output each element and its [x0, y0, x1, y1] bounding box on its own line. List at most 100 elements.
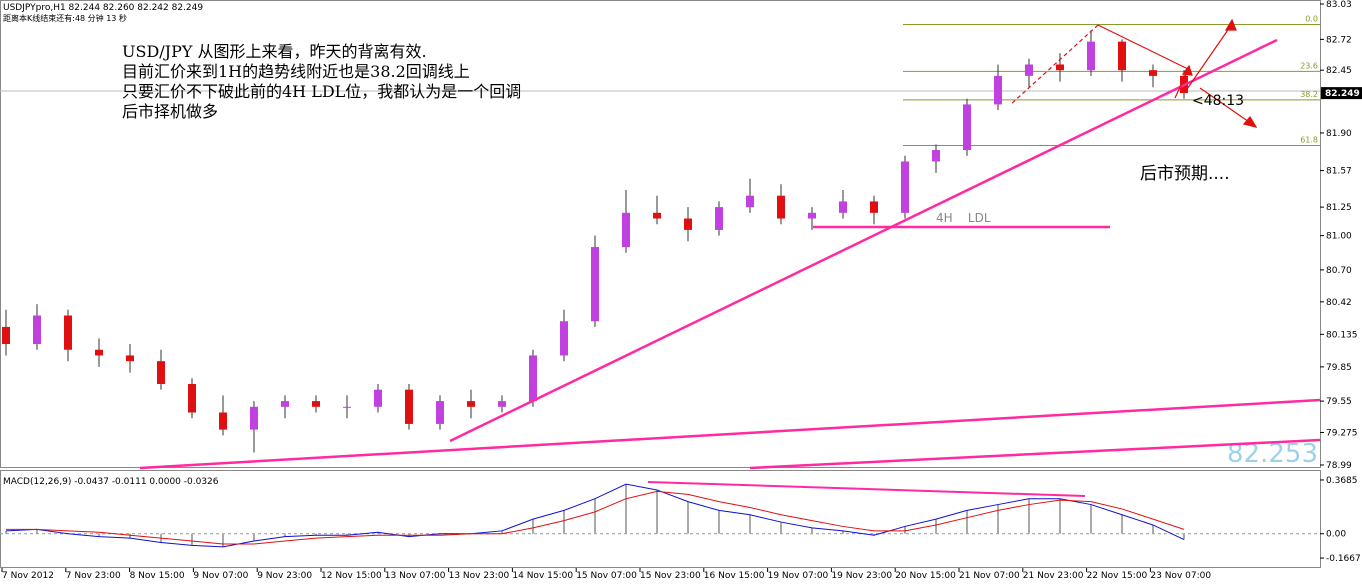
x-tick-label: 13 Nov 23:00 [449, 571, 510, 581]
candle-body [405, 389, 413, 424]
annotation: 后市择机做多 [122, 102, 218, 121]
x-tick-label: 7 Nov 23:00 [66, 571, 121, 581]
candle-body [1149, 70, 1157, 76]
x-tick-label: 21 Nov 23:00 [1023, 571, 1084, 581]
current-price-box [1321, 87, 1362, 100]
chart-title: USDJPYpro,H1 82.244 82.260 82.242 82.249 [3, 3, 203, 13]
x-tick-label: 8 Nov 15:00 [130, 571, 185, 581]
y-tick-label: 81.00 [1326, 232, 1352, 242]
arrow-head [1242, 115, 1258, 128]
candle-body [2, 326, 10, 345]
candle-body [529, 355, 537, 402]
outlook: 后市预期.... [1140, 164, 1230, 184]
main-panel [0, 0, 1321, 468]
trend-line [139, 398, 1321, 470]
candle-body [467, 401, 475, 407]
y-tick-label: 79.55 [1326, 397, 1352, 407]
candle-body [498, 401, 506, 407]
x-tick-label: 19 Nov 23:00 [831, 571, 892, 581]
candle-body [715, 207, 723, 230]
fib-label: 23.6 [1300, 61, 1318, 70]
annotation: USD/JPY 从图形上来看，昨天的背离有效. [122, 42, 427, 61]
candle-body [126, 355, 134, 362]
x-tick-label: 7 Nov 2012 [2, 571, 54, 581]
countdown: 距离本K线结束还有:48 分钟 13 秒 [3, 13, 127, 23]
trend-lines [139, 38, 1321, 497]
fib-label: 0.0 [1305, 15, 1318, 24]
y-tick-label: 82.72 [1326, 35, 1352, 45]
x-tick-label: 22 Nov 15:00 [1087, 571, 1148, 581]
macd-title: MACD(12,26,9) -0.0437 -0.0111 0.0000 -0.… [3, 477, 219, 487]
x-tick-label: 14 Nov 15:00 [512, 571, 573, 581]
candle-body [777, 195, 785, 219]
x-tick-label: 9 Nov 07:00 [193, 571, 248, 581]
candle-body [281, 401, 289, 407]
candle-body [622, 212, 630, 248]
y-tick-label: 0.00 [1326, 530, 1346, 540]
channel-line [1097, 24, 1191, 71]
candle-body [591, 247, 599, 322]
candle-body [901, 161, 909, 213]
candle-body [870, 201, 878, 213]
candle-body [64, 315, 72, 350]
y-tick-label: 81.25 [1326, 203, 1352, 213]
candle-body [560, 321, 568, 356]
candle-body [343, 406, 351, 408]
x-tick-label: 9 Nov 23:00 [257, 571, 312, 581]
trend-line [749, 438, 1321, 470]
fib-label: 38.2 [1300, 90, 1318, 99]
y-tick-label: 79.85 [1326, 363, 1352, 373]
y-tick-label: 83.03 [1326, 0, 1352, 10]
candle-body [653, 212, 661, 219]
candle-body [33, 315, 41, 345]
trend-line [449, 38, 1278, 443]
arrow [1184, 23, 1233, 93]
candle-body [963, 104, 971, 151]
candle-body [684, 218, 692, 230]
x-tick-label: 16 Nov 15:00 [704, 571, 765, 581]
candle-body [219, 412, 227, 430]
candle-body [1087, 41, 1095, 71]
x-tick-label: 21 Nov 07:00 [959, 571, 1020, 581]
y-tick-label: 80.42 [1326, 298, 1352, 308]
x-tick-label: 15 Nov 23:00 [640, 571, 701, 581]
drawings [1009, 18, 1258, 128]
x-tick-label: 20 Nov 15:00 [895, 571, 956, 581]
x-tick-label: 13 Nov 07:00 [385, 571, 446, 581]
candle-body [374, 389, 382, 407]
fib-label: 61.8 [1300, 135, 1318, 144]
candle-body [994, 75, 1002, 105]
x-tick-label: 12 Nov 15:00 [321, 571, 382, 581]
y-tick-label: -0.1667 [1326, 554, 1361, 564]
signal-line [6, 490, 1185, 545]
arrow-head [1181, 64, 1193, 76]
annotation: 只要汇价不下破此前的4H LDL位，我都认为是一个回调 [122, 82, 521, 101]
y-tick-label: 78.99 [1326, 461, 1352, 471]
candle-body [1056, 64, 1064, 71]
y-tick-label: 79.275 [1326, 428, 1358, 438]
y-tick-label: 82.45 [1326, 66, 1352, 76]
y-tick-label: 81.57 [1326, 167, 1352, 177]
candle-body [839, 201, 847, 213]
candle-body [746, 195, 754, 208]
current-price: 82.249 [1325, 89, 1360, 99]
annotation: 目前汇价来到1H的趋势线附近也是38.2回调线上 [122, 62, 470, 81]
candle-body [436, 401, 444, 424]
candle-body [932, 150, 940, 162]
candle-body [312, 401, 320, 407]
arrow-head [1224, 18, 1237, 31]
divergence-line [647, 481, 1086, 497]
channel-line [1009, 24, 1099, 106]
candle-body [808, 212, 816, 219]
x-tick-label: 19 Nov 07:00 [768, 571, 829, 581]
level-label: 4H LDL [936, 211, 991, 225]
countdown-label: <48:13 [1192, 93, 1244, 109]
arrow [1199, 87, 1253, 125]
macd-panel [0, 470, 1321, 568]
macd-line [5, 483, 1185, 548]
candle-body [250, 406, 258, 430]
y-tick-label: 81.90 [1326, 129, 1352, 139]
